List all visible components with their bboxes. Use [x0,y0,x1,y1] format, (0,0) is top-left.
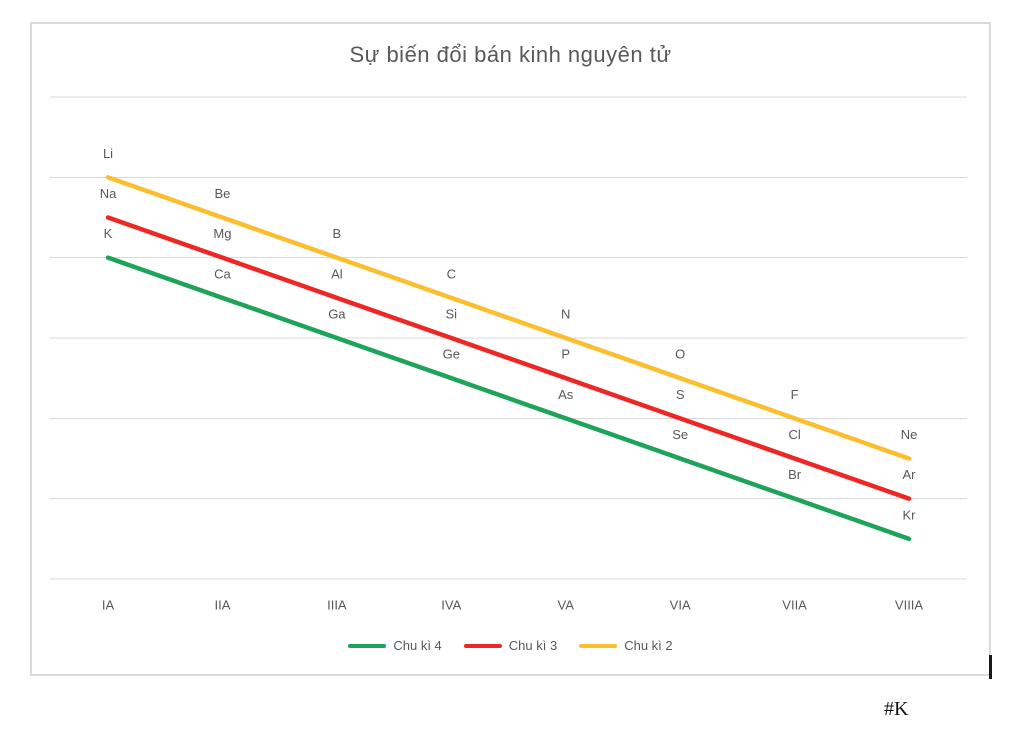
point-label-b: B [333,226,342,241]
legend-label-chu-k-4: Chu kì 4 [393,638,442,653]
x-axis-label: IIIA [327,597,347,612]
point-label-na: Na [100,186,117,201]
point-label-n: N [561,306,570,321]
point-label-cl: Cl [788,427,800,442]
point-label-k: K [104,226,113,241]
point-label-f: F [791,387,799,402]
x-axis-label: IIA [214,597,230,612]
point-label-li: Li [103,146,113,161]
chart-object[interactable]: Sự biến đổi bán kinh nguyên tử IA IIA IIIA… [30,22,991,676]
point-label-ga: Ga [328,306,346,321]
point-label-br: Br [788,467,802,482]
point-label-mg: Mg [213,226,231,241]
point-label-s: S [676,387,685,402]
point-label-as: As [558,387,574,402]
point-label-p: P [561,347,570,362]
legend-label-chu-k-3: Chu kì 3 [508,638,558,653]
x-axis-label: VIA [670,597,691,612]
point-label-c: C [447,266,456,281]
x-axis-label: VIIA [782,597,807,612]
stray-text: #K [884,698,909,720]
legend-item-chu-k-4[interactable]: Chu kì 4 [348,638,442,653]
series-line-chu-k-2[interactable] [105,175,912,461]
point-label-ge: Ge [443,347,460,362]
series-line-chu-k-3[interactable] [105,215,912,501]
legend-swatch-chu-k-3 [463,643,502,648]
point-label-kr: Kr [903,507,917,522]
point-label-be: Be [214,186,230,201]
point-label-ar: Ar [903,467,917,482]
point-label-ca: Ca [214,266,231,281]
plot-area-svg: IA IIA IIIA IVA VA VIA VIIA VIIIA Li Be B C N O F Ne Na M… [50,96,967,612]
legend-swatch-chu-k-4 [348,643,387,648]
series-line-chu-k-4[interactable] [105,255,912,542]
legend-item-chu-k-2[interactable]: Chu kì 2 [579,638,673,653]
legend-swatch-chu-k-2 [579,643,618,648]
chart-legend: Chu kì 4 Chu kì 3 Chu kì 2 [32,638,989,653]
point-label-se: Se [672,427,688,442]
text-caret [989,655,992,679]
legend-item-chu-k-3[interactable]: Chu kì 3 [463,638,558,653]
point-label-o: O [675,347,685,362]
x-axis-label: IVA [441,597,461,612]
x-axis-label: VA [558,597,575,612]
point-label-ne: Ne [901,427,918,442]
x-axis-label: VIIIA [895,597,924,612]
legend-label-chu-k-2: Chu kì 2 [624,638,673,653]
chart-title: Sự biến đổi bán kinh nguyên tử [349,42,672,67]
point-label-al: Al [331,266,343,281]
x-axis-label: IA [102,597,115,612]
point-label-si: Si [446,306,458,321]
